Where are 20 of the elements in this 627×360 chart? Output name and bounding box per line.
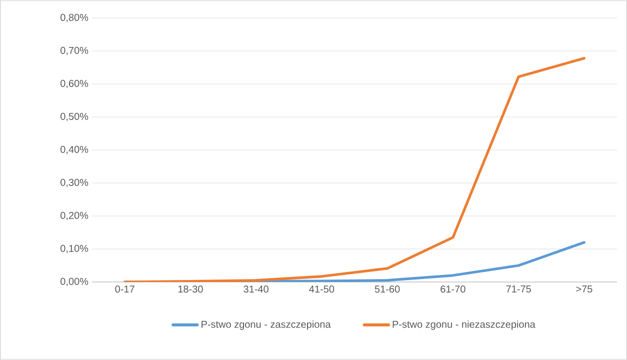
y-tick-label: 0,40% <box>60 146 88 154</box>
legend-label: P-stwo zgonu - niezaszczepiona <box>392 320 536 330</box>
y-tick-label: 0,50% <box>60 112 88 122</box>
y-tick-label: 0,00% <box>60 278 88 286</box>
y-tick-label: 0,60% <box>60 80 88 88</box>
y-tick-label: 0,10% <box>60 244 88 254</box>
line-series <box>124 56 586 282</box>
x-tick-label: 0-17 <box>115 286 134 293</box>
y-tick-label: 0,70% <box>60 46 88 56</box>
x-tick-label: >75 <box>576 286 592 293</box>
x-tick-label: 41-50 <box>309 286 334 293</box>
x-tick-label: 51-60 <box>374 286 400 293</box>
x-tick-label: 61-70 <box>440 286 466 293</box>
x-tick-label: 71-75 <box>506 286 531 293</box>
y-tick-label: 0,80% <box>60 14 88 22</box>
y-tick-label: 0,20% <box>60 212 88 220</box>
x-tick-label: 31-40 <box>244 286 268 293</box>
y-tick-label: 0,30% <box>60 178 88 188</box>
legend-label: P-stwo zgonu - zaszczepiona <box>202 320 331 330</box>
x-tick-label: 18-30 <box>178 286 203 293</box>
